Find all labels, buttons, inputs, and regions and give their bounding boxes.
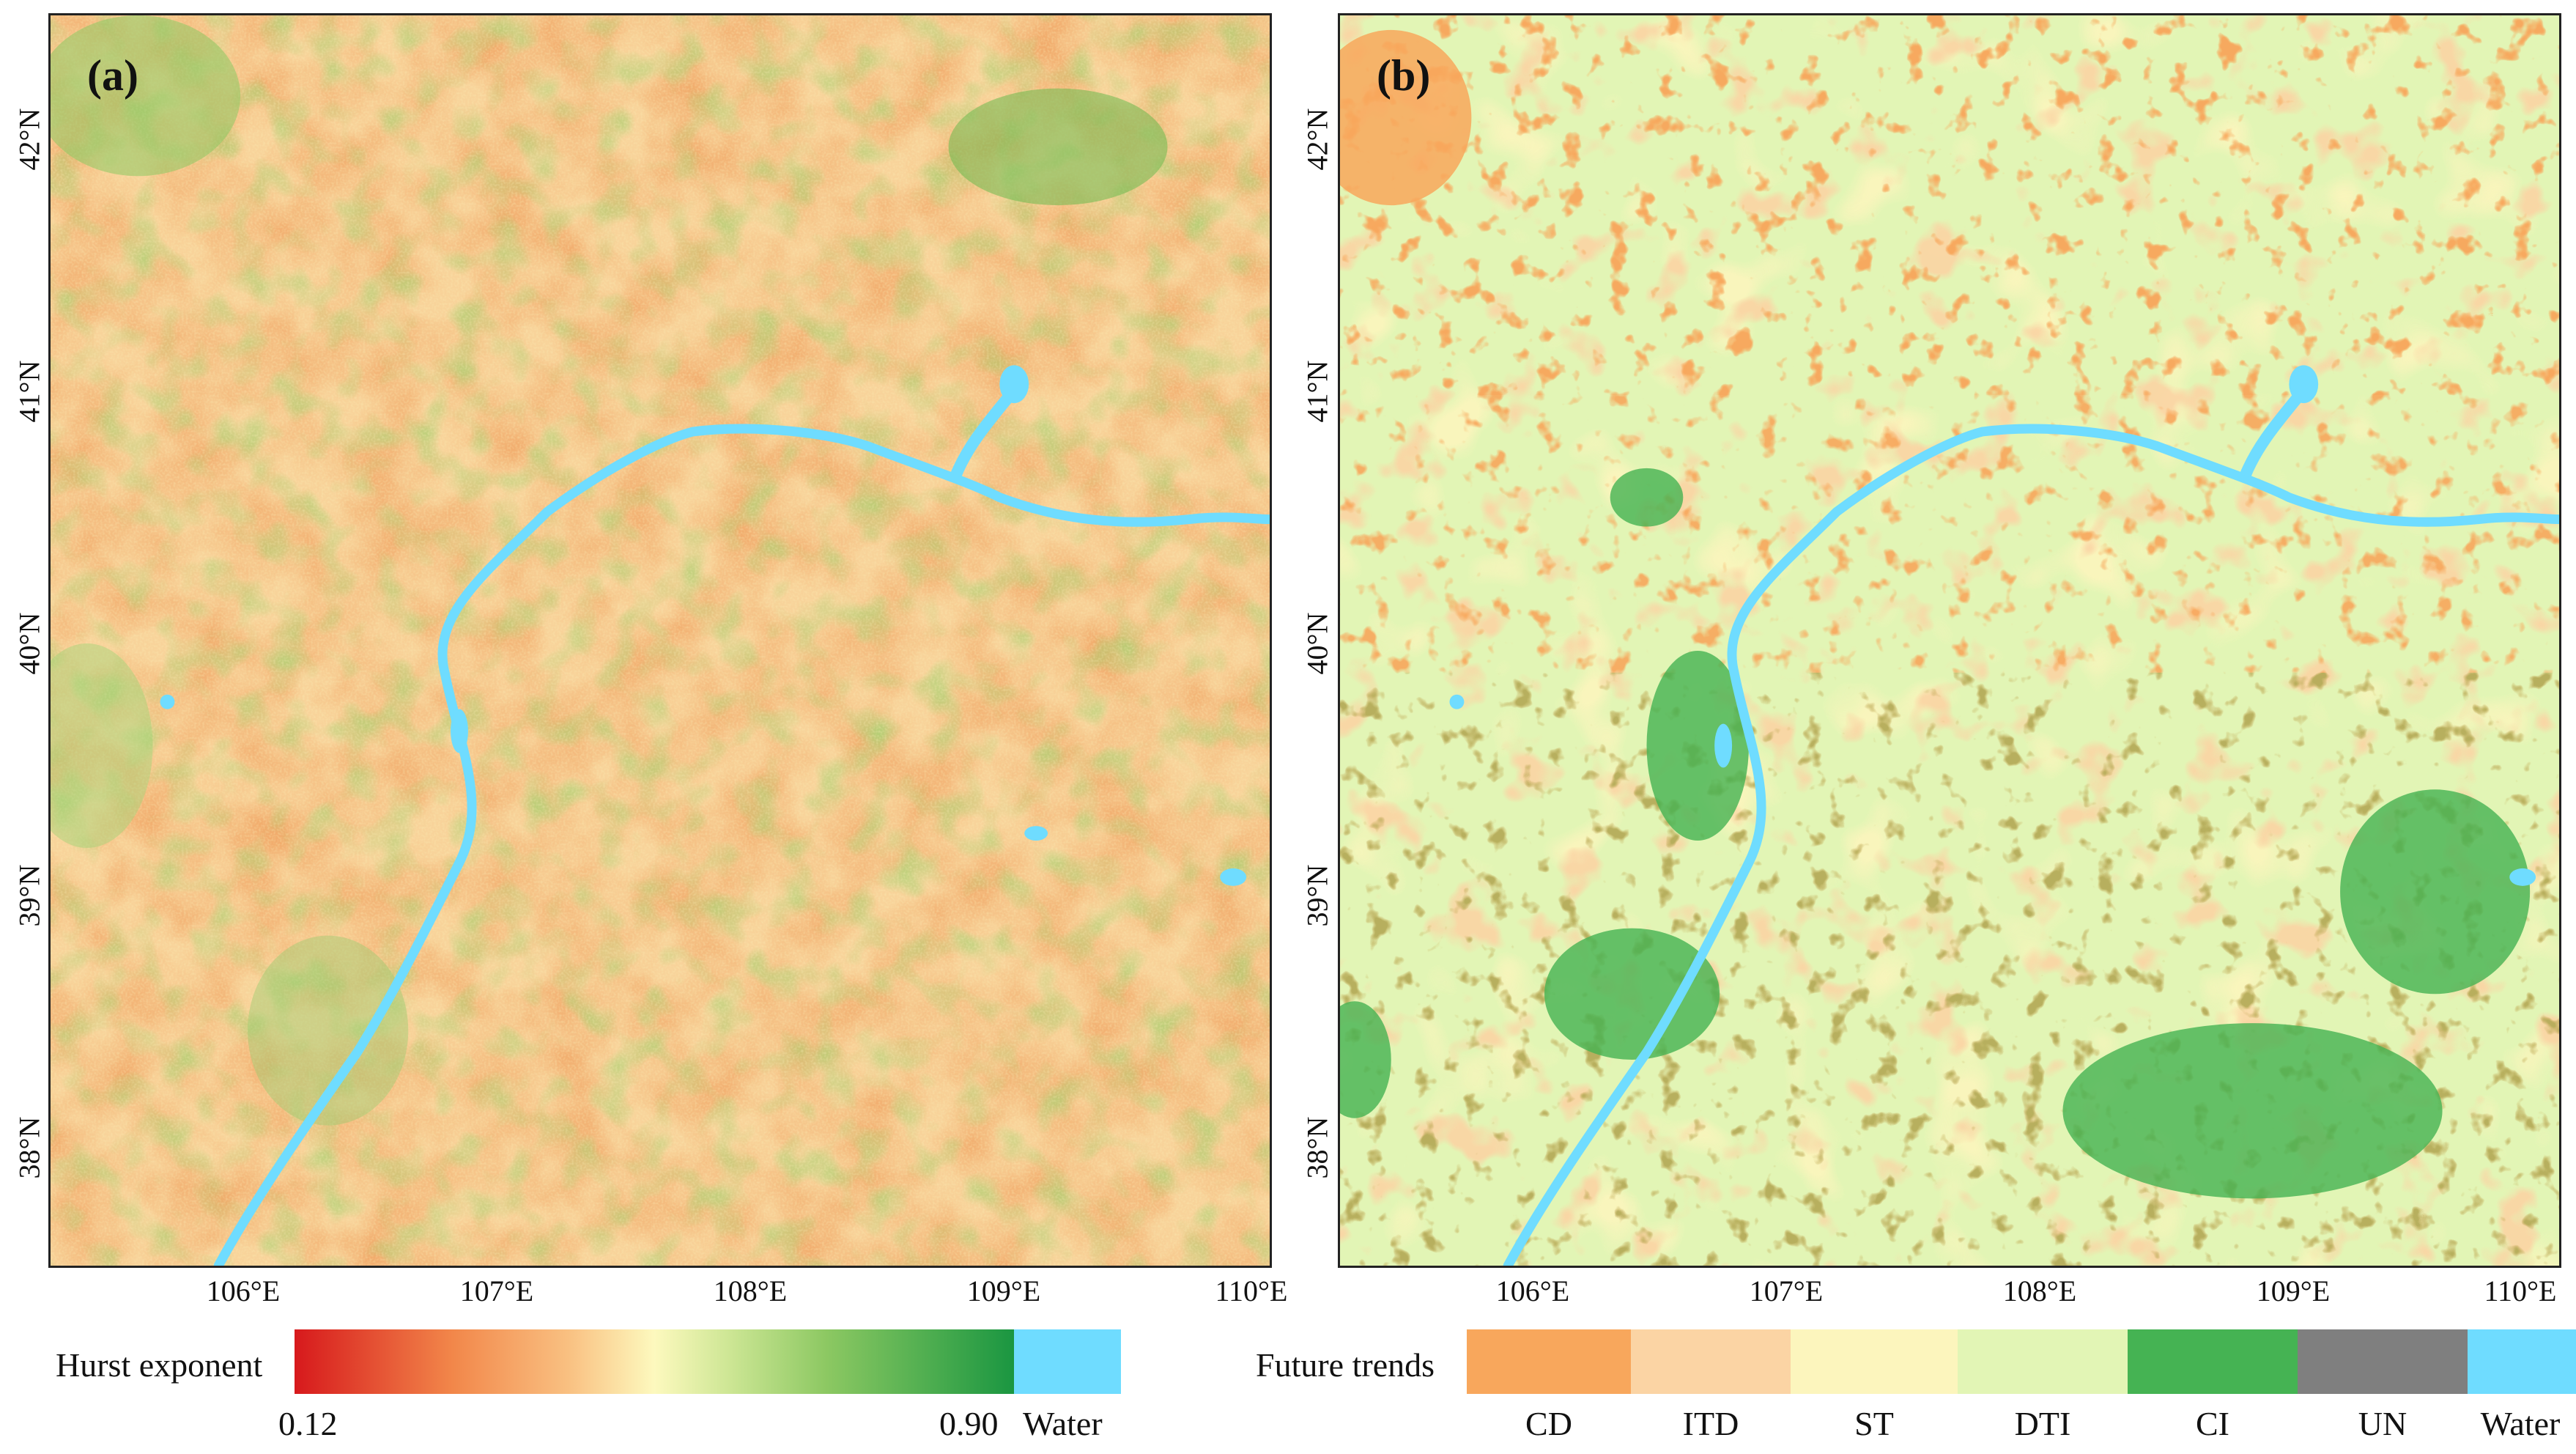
lon-label-110: 110°E xyxy=(1215,1274,1288,1307)
legend-label-dti: DTI xyxy=(2014,1405,2071,1442)
hurst-min-label: 0.12 xyxy=(278,1405,338,1442)
lat-label-39: 39°N xyxy=(1300,864,1334,927)
legend-swatch-cd xyxy=(1467,1329,1631,1394)
lon-label-110: 110°E xyxy=(2484,1274,2557,1307)
legend-swatch-dti xyxy=(1958,1329,2128,1394)
legend-swatch-itd xyxy=(1631,1329,1791,1394)
river xyxy=(1503,424,2559,1266)
legend-label-un: UN xyxy=(2358,1405,2407,1442)
hurst-water-label: Water xyxy=(1023,1405,1103,1442)
lon-label-107: 107°E xyxy=(459,1274,534,1307)
legend-label-cd: CD xyxy=(1525,1405,1572,1442)
lon-label-107: 107°E xyxy=(1749,1274,1824,1307)
future-trends-map xyxy=(1340,15,2559,1266)
legend-label-water: Water xyxy=(2480,1405,2561,1442)
panel-a-label: (a) xyxy=(87,51,138,100)
hurst-legend-title: Hurst exponent xyxy=(56,1346,263,1384)
lon-label-109: 109°E xyxy=(2256,1274,2331,1307)
future-trends-legend-title: Future trends xyxy=(1256,1346,1435,1384)
lat-label-42: 42°N xyxy=(1300,108,1334,171)
hurst-color-bar xyxy=(295,1329,1014,1394)
river xyxy=(213,424,1270,1266)
lat-label-42: 42°N xyxy=(12,108,46,171)
lon-label-106: 106°E xyxy=(1495,1274,1570,1307)
lat-label-38: 38°N xyxy=(12,1116,46,1179)
lon-label-108: 108°E xyxy=(2002,1274,2077,1307)
legend-label-ci: CI xyxy=(2196,1405,2229,1442)
lon-label-109: 109°E xyxy=(966,1274,1041,1307)
lon-label-106: 106°E xyxy=(206,1274,281,1307)
legend-swatch-un xyxy=(2298,1329,2468,1394)
lon-label-108: 108°E xyxy=(713,1274,788,1307)
hurst-max-label: 0.90 xyxy=(939,1405,999,1442)
lat-label-39: 39°N xyxy=(12,864,46,927)
hurst-water-swatch xyxy=(1014,1329,1121,1394)
legend-label-st: ST xyxy=(1854,1405,1894,1442)
lat-label-38: 38°N xyxy=(1300,1116,1334,1179)
legend-label-itd: ITD xyxy=(1682,1405,1739,1442)
future-trends-map-panel: (b) xyxy=(1338,13,2561,1268)
lat-label-40: 40°N xyxy=(12,612,46,675)
hurst-exponent-map-panel: (a) xyxy=(48,13,1272,1268)
legend-swatch-st xyxy=(1791,1329,1958,1394)
legend-swatch-ci xyxy=(2128,1329,2298,1394)
hurst-exponent-map xyxy=(51,15,1270,1266)
panel-b-label: (b) xyxy=(1377,51,1431,100)
lat-label-40: 40°N xyxy=(1300,612,1334,675)
legend-swatch-water xyxy=(2468,1329,2576,1394)
lat-label-41: 41°N xyxy=(12,360,46,423)
lat-label-41: 41°N xyxy=(1300,360,1334,423)
